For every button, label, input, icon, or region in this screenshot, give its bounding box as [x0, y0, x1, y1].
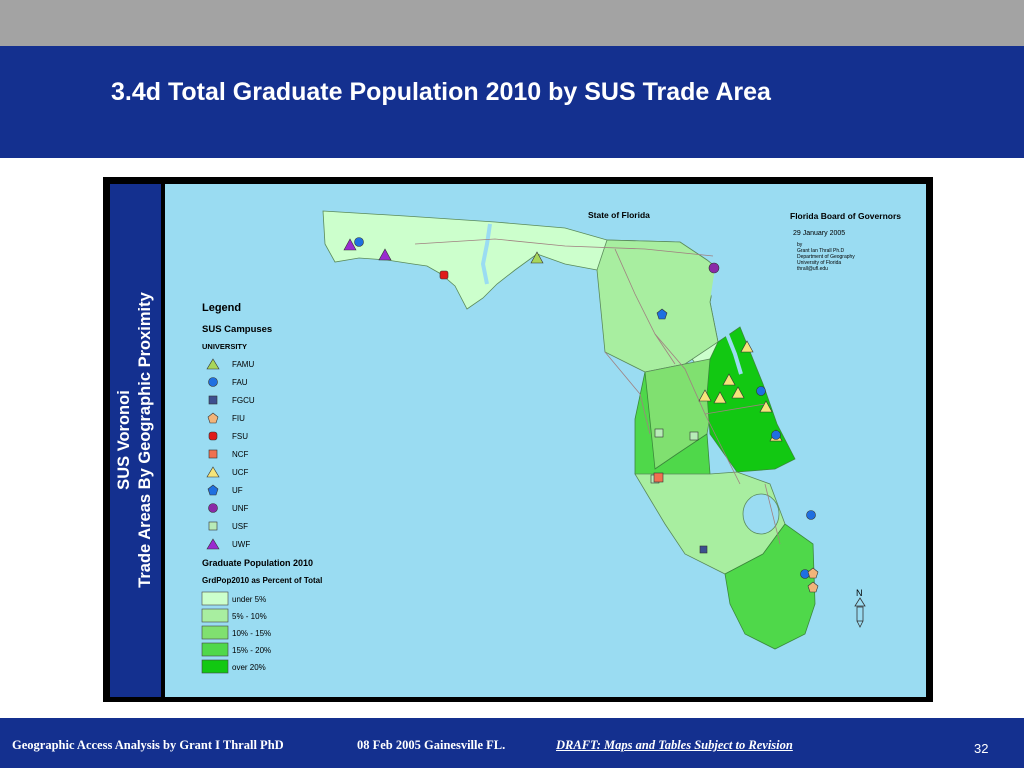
- campus-fiu-marker-1: [807, 567, 819, 579]
- credit-line: thrall@ufl.edu: [797, 266, 828, 272]
- legend-campus-label: NCF: [232, 450, 249, 459]
- state-label: State of Florida: [588, 210, 650, 220]
- campus-legend-list: FAMU FAU FGCU FIU FSU NCF UCF UF UNF USF UWF: [206, 358, 255, 550]
- slide-number: 32: [974, 741, 989, 756]
- legend-symbol-unf: [208, 503, 218, 513]
- campus-fau-marker-5: [800, 569, 810, 579]
- campus-fsu-marker: [439, 270, 449, 280]
- lake-okeechobee: [742, 493, 780, 535]
- region-north: [596, 239, 719, 373]
- legend-class-swatch: [201, 625, 229, 640]
- side-panel: [110, 184, 161, 697]
- legend-title: Legend: [202, 302, 241, 314]
- map-date: 29 January 2005: [793, 230, 845, 237]
- legend-campus-label: UCF: [232, 468, 249, 477]
- roads: [414, 238, 781, 545]
- credit-line: Department of Geography: [797, 254, 855, 260]
- campus-fau-marker-3: [771, 430, 781, 440]
- campus-markers: [343, 237, 819, 593]
- campus-fau-marker-4: [806, 510, 816, 520]
- campus-unf-marker: [708, 262, 720, 274]
- footer-band: [0, 718, 1024, 768]
- campuses-title: SUS Campuses: [202, 324, 272, 335]
- campus-uf-marker: [656, 308, 668, 320]
- map-area: State of Florida Florida Board of Govern…: [165, 184, 926, 697]
- legend-class-label: over 20%: [232, 663, 266, 672]
- legend-symbol-famu: [206, 358, 220, 370]
- legend-campus-label: UNF: [232, 504, 249, 513]
- legend-symbol-ncf: [208, 449, 218, 459]
- legend-class-swatch: [201, 608, 229, 623]
- campus-ucf-marker-1: [740, 340, 754, 353]
- campus-usf-marker-1: [654, 428, 664, 438]
- legend-campus-label: FAU: [232, 378, 248, 387]
- florida-map: State of Florida Florida Board of Govern…: [201, 210, 901, 674]
- campuses-subtitle: UNIVERSITY: [202, 342, 247, 351]
- slide-title: 3.4d Total Graduate Population 2010 by S…: [111, 78, 771, 106]
- credit-line: University of Florida: [797, 260, 841, 266]
- river-apalachicola: [480, 223, 492, 285]
- legend-class-swatch: [201, 642, 229, 657]
- campus-ucf-marker-6: [759, 400, 773, 413]
- header-band: [0, 46, 1024, 158]
- legend-symbol-fau: [208, 377, 218, 387]
- north-label: N: [856, 588, 863, 598]
- north-arrow: N: [854, 588, 866, 628]
- legend-class-swatch: [201, 659, 229, 674]
- side-title-line2: Trade Areas By Geographic Proximity: [136, 292, 154, 588]
- campus-famu-marker: [530, 251, 544, 264]
- legend: Legend SUS Campuses UNIVERSITY FAMU FAU FG…: [201, 302, 322, 674]
- campus-ucf-marker-5: [731, 386, 745, 399]
- campus-ncf-marker: [653, 472, 664, 483]
- credit-line: Grant Ian Thrall Ph.D: [797, 248, 845, 254]
- board-title: Florida Board of Governors: [790, 211, 901, 221]
- legend-campus-label: USF: [232, 522, 248, 531]
- campus-fau-marker-1: [354, 237, 364, 247]
- footer-draft-note: DRAFT: Maps and Tables Subject to Revisi…: [556, 738, 793, 752]
- legend-symbol-fsu: [208, 431, 218, 441]
- legend-campus-label: FSU: [232, 432, 248, 441]
- top-strip: [0, 0, 1024, 46]
- legend-symbol-usf: [208, 521, 218, 531]
- legend-symbol-uf: [207, 484, 219, 496]
- campus-usf-marker-2: [689, 431, 699, 441]
- legend-symbol-uwf: [206, 538, 220, 550]
- legend-campus-label: UF: [232, 486, 243, 495]
- side-title: SUS Voronoi Trade Areas By Geographic Pr…: [114, 230, 156, 650]
- campus-fiu-marker-2: [807, 581, 819, 593]
- legend-campus-label: FGCU: [232, 396, 255, 405]
- side-title-line1: SUS Voronoi: [115, 390, 133, 490]
- footer-date-location: 08 Feb 2005 Gainesville FL.: [357, 738, 506, 752]
- campus-ucf-marker-3: [698, 389, 712, 402]
- campus-ucf-marker-2: [722, 373, 736, 386]
- legend-symbol-fiu: [207, 412, 219, 424]
- legend-campus-label: UWF: [232, 540, 250, 549]
- legend-class-label: 15% - 20%: [232, 646, 271, 655]
- credit-line: by: [797, 242, 803, 248]
- footer-author: Geographic Access Analysis by Grant I Th…: [12, 738, 284, 752]
- legend-class-swatch: [201, 591, 229, 606]
- campus-uwf-marker: [343, 238, 357, 251]
- campus-ucf-marker-4: [713, 391, 727, 404]
- legend-campus-label: FAMU: [232, 360, 254, 369]
- legend-symbol-fgcu: [208, 395, 218, 405]
- region-southeast: [724, 523, 816, 650]
- campus-uwf-marker-2: [378, 248, 392, 261]
- campus-fau-marker-2: [756, 386, 766, 396]
- legend-class-label: 5% - 10%: [232, 612, 267, 621]
- population-title: Graduate Population 2010: [202, 558, 313, 568]
- legend-symbol-ucf: [206, 466, 220, 478]
- population-legend-list: under 5% 5% - 10% 10% - 15% 15% - 20% over 2…: [201, 591, 271, 674]
- campus-fgcu-marker: [699, 545, 708, 554]
- legend-campus-label: FIU: [232, 414, 245, 423]
- river-st-johns: [710, 267, 743, 375]
- legend-class-label: 10% - 15%: [232, 629, 271, 638]
- population-subtitle: GrdPop2010 as Percent of Total: [202, 576, 322, 585]
- legend-class-label: under 5%: [232, 595, 266, 604]
